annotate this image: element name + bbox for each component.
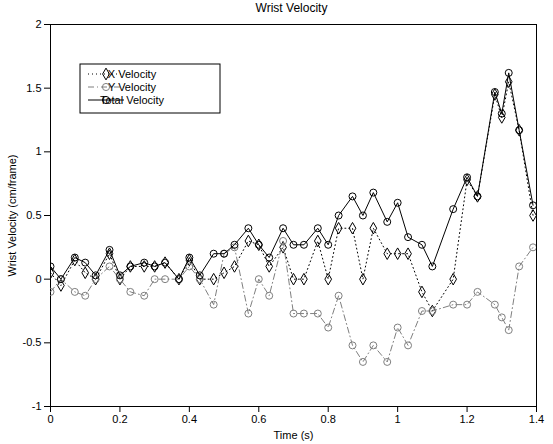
svg-text:Wrist Velocity (cm/frame): Wrist Velocity (cm/frame) [6,154,18,276]
svg-text:-1: -1 [32,400,42,412]
svg-text:0.6: 0.6 [251,413,266,425]
svg-text:1.5: 1.5 [26,82,41,94]
svg-text:-0.5: -0.5 [23,336,42,348]
svg-text:0.4: 0.4 [182,413,197,425]
svg-text:2: 2 [35,18,41,30]
svg-text:0.5: 0.5 [26,209,41,221]
svg-text:X Velocity: X Velocity [108,68,157,80]
svg-text:Y Velocity: Y Velocity [108,81,157,93]
svg-text:0.2: 0.2 [112,413,127,425]
svg-text:0.8: 0.8 [321,413,336,425]
svg-text:1: 1 [35,145,41,157]
svg-text:1: 1 [395,413,401,425]
svg-text:0: 0 [47,413,53,425]
html-text:Wrist Velocity: Wrist Velocity [255,1,328,15]
svg-text:1.4: 1.4 [529,413,544,425]
svg-text:Total Velocity: Total Velocity [100,94,165,106]
svg-text:1.2: 1.2 [459,413,474,425]
svg-text:Time (s): Time (s) [274,429,314,441]
svg-text:0: 0 [35,273,41,285]
